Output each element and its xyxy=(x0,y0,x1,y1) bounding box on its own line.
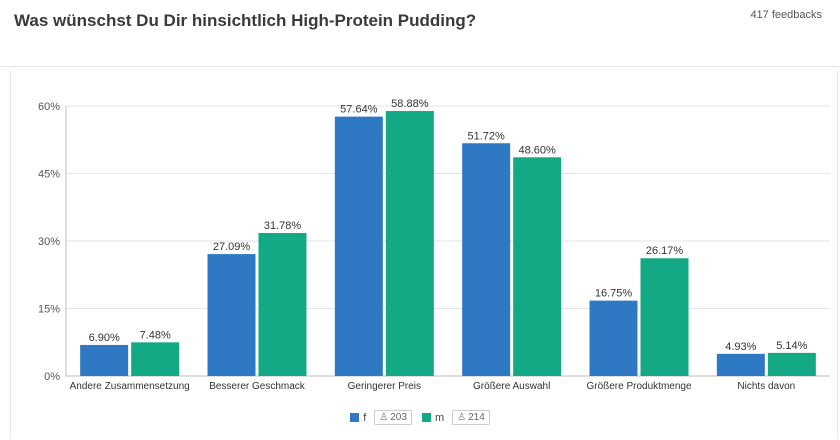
bar xyxy=(767,352,816,376)
chart-title: Was wünschst Du Dir hinsichtlich High-Pr… xyxy=(14,11,477,30)
y-tick-label: 15% xyxy=(38,304,60,316)
legend-item-f[interactable]: f ♙ 203 xyxy=(350,410,412,425)
bar xyxy=(131,342,180,376)
bar xyxy=(258,232,307,376)
y-tick-label: 60% xyxy=(38,101,60,113)
y-tick-label: 30% xyxy=(38,236,60,248)
legend-swatch-f xyxy=(350,413,360,422)
data-label: 26.17% xyxy=(646,245,684,257)
data-label: 58.88% xyxy=(391,98,429,110)
bar xyxy=(385,111,434,376)
x-tick-label: Andere Zusammensetzung xyxy=(70,381,190,392)
person-icon: ♙ xyxy=(457,412,467,423)
data-label: 5.14% xyxy=(776,340,807,352)
bar xyxy=(589,300,638,376)
legend-count-f: ♙ 203 xyxy=(374,410,412,425)
data-label: 7.48% xyxy=(140,329,171,341)
x-tick-label: Geringerer Preis xyxy=(348,381,421,392)
data-label: 57.64% xyxy=(340,104,378,116)
data-label: 27.09% xyxy=(213,241,251,253)
data-label: 16.75% xyxy=(595,288,633,300)
chart-header: Was wünschst Du Dir hinsichtlich High-Pr… xyxy=(0,0,840,67)
bar xyxy=(640,258,689,376)
bar xyxy=(80,344,129,376)
x-tick-label: Nichts davon xyxy=(737,381,795,392)
legend-count-m: ♙ 214 xyxy=(452,410,490,425)
feedback-count: 417 feedbacks xyxy=(750,9,822,21)
person-icon: ♙ xyxy=(379,412,389,423)
data-label: 51.72% xyxy=(468,130,506,142)
chart-legend: f ♙ 203 m ♙ 214 xyxy=(0,410,840,425)
data-label: 6.90% xyxy=(89,332,120,344)
x-tick-label: Größere Auswahl xyxy=(473,381,550,392)
legend-label-m: m xyxy=(434,411,445,424)
bar xyxy=(334,116,383,377)
bar xyxy=(513,157,562,376)
data-label: 48.60% xyxy=(519,144,557,156)
y-tick-label: 0% xyxy=(44,371,60,383)
legend-item-m[interactable]: m ♙ 214 xyxy=(421,410,490,425)
y-tick-label: 45% xyxy=(38,169,60,181)
bar xyxy=(462,143,511,376)
x-tick-label: Größere Produktmenge xyxy=(586,381,691,392)
bar xyxy=(716,353,765,376)
legend-label-f: f xyxy=(363,411,367,424)
legend-swatch-m xyxy=(421,413,431,422)
legend-count-value-f: 203 xyxy=(390,412,407,423)
bar xyxy=(207,254,256,376)
data-label: 31.78% xyxy=(264,220,302,232)
legend-count-value-m: 214 xyxy=(468,412,485,423)
data-label: 4.93% xyxy=(725,341,756,353)
x-tick-label: Besserer Geschmack xyxy=(209,381,306,392)
chart-panel xyxy=(10,70,838,438)
